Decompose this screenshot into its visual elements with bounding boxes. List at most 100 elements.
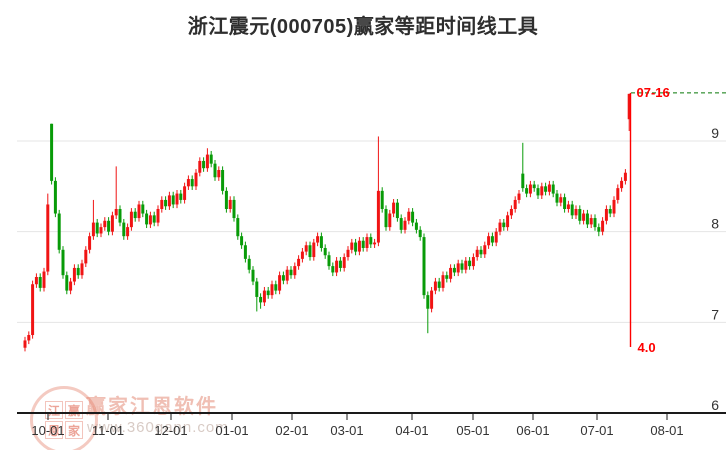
- candle: [266, 286, 270, 299]
- candle: [278, 271, 282, 295]
- candle: [95, 218, 99, 238]
- timeline-date-label: 07-16: [636, 85, 670, 101]
- candle: [270, 280, 274, 299]
- candle: [202, 157, 206, 172]
- candle: [289, 266, 293, 279]
- candle: [69, 277, 73, 295]
- candle: [99, 223, 103, 238]
- candle: [236, 214, 240, 240]
- candle: [346, 246, 350, 261]
- candle: [498, 218, 502, 236]
- candle: [616, 184, 620, 204]
- candle: [323, 244, 327, 259]
- candle: [479, 246, 483, 258]
- candle: [399, 214, 403, 234]
- candle: [411, 208, 415, 227]
- candle: [612, 196, 616, 218]
- candle: [148, 211, 152, 229]
- candle: [171, 191, 175, 209]
- candle: [194, 169, 198, 190]
- candle: [464, 257, 468, 274]
- timeline-value-label: 4.0: [637, 340, 656, 355]
- candle: [122, 218, 126, 240]
- candle: [160, 196, 164, 213]
- candle: [627, 93, 631, 132]
- candle: [179, 189, 183, 204]
- y-axis-label: 8: [711, 216, 719, 232]
- candle: [190, 175, 194, 190]
- x-axis-label: 05-01: [456, 423, 489, 438]
- candle: [183, 182, 187, 204]
- candle: [255, 277, 259, 312]
- candle: [418, 226, 422, 241]
- candle: [471, 253, 475, 270]
- candle: [422, 233, 426, 299]
- candle: [532, 180, 536, 192]
- candle: [392, 199, 396, 218]
- candle: [468, 257, 472, 270]
- candle: [623, 169, 627, 185]
- candle: [574, 205, 578, 219]
- candle: [578, 205, 582, 225]
- y-axis-label: 9: [711, 125, 719, 141]
- candle: [335, 257, 339, 277]
- candle: [228, 196, 232, 213]
- candle: [84, 246, 88, 268]
- candle: [361, 237, 365, 252]
- candle: [91, 199, 95, 240]
- candle: [570, 200, 574, 219]
- candle: [141, 200, 145, 218]
- candle: [156, 205, 160, 227]
- candle: [53, 177, 57, 218]
- candle: [585, 209, 589, 229]
- candle: [601, 217, 605, 236]
- candle: [224, 187, 228, 213]
- candle: [593, 214, 597, 231]
- candle: [380, 187, 384, 213]
- candle: [145, 209, 149, 229]
- candle: [547, 180, 551, 196]
- candle: [34, 273, 38, 288]
- x-axis-label: 03-01: [330, 423, 363, 438]
- candle: [209, 150, 213, 168]
- candle: [213, 160, 217, 181]
- candle: [441, 271, 445, 292]
- candle: [42, 267, 46, 292]
- candle: [483, 241, 487, 258]
- candle: [426, 291, 430, 334]
- x-axis-label: 06-01: [516, 423, 549, 438]
- candle: [395, 199, 399, 222]
- candle: [285, 266, 289, 285]
- candle: [373, 238, 377, 248]
- candle: [460, 259, 464, 274]
- candle: [369, 233, 373, 248]
- candle: [506, 211, 510, 231]
- candle: [232, 196, 236, 222]
- candle: [114, 166, 118, 219]
- candle: [243, 241, 247, 263]
- candle: [319, 232, 323, 252]
- candle: [354, 238, 358, 256]
- candle: [445, 271, 449, 283]
- candle: [57, 209, 61, 254]
- candle: [338, 257, 342, 272]
- candle: [582, 209, 586, 225]
- candle: [559, 193, 563, 207]
- candle: [487, 232, 491, 249]
- candle: [126, 223, 130, 240]
- candle: [312, 238, 316, 261]
- candle: [38, 273, 42, 292]
- candle: [198, 157, 202, 177]
- candle: [540, 182, 544, 200]
- candle: [186, 175, 190, 190]
- candle: [502, 218, 506, 231]
- candle: [293, 262, 297, 279]
- candle: [23, 336, 27, 352]
- candle: [608, 205, 612, 218]
- candle: [555, 189, 559, 207]
- candle: [46, 193, 50, 276]
- candle: [342, 253, 346, 272]
- candle: [316, 232, 320, 247]
- candle: [76, 264, 80, 279]
